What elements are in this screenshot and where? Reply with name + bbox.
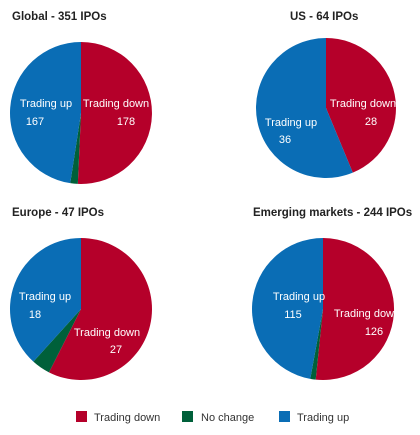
pie-slice-trading-up [251, 238, 323, 379]
legend-label-no-change: No change [201, 412, 254, 424]
legend-item-trading-down: Trading down [76, 411, 160, 424]
slice-label-trading-up: Trading up [20, 98, 72, 110]
slice-label-trading-down: Trading down [330, 98, 396, 110]
legend-item-no-change: No change [182, 411, 254, 424]
pie-panel-europe: Europe - 47 IPOs Trading down 27 Trading u… [9, 207, 152, 380]
slice-label-trading-down: Trading down [83, 98, 149, 110]
legend-item-trading-up: Trading up [279, 411, 349, 424]
legend-label-trading-up: Trading up [297, 412, 349, 424]
pie-slice-trading-up [255, 37, 353, 178]
pie-title-europe: Europe - 47 IPOs [12, 207, 104, 219]
pie-panel-emerging-markets: Emerging markets - 244 IPOs Trading down… [251, 207, 412, 381]
pie-title-us: US - 64 IPOs [290, 11, 358, 23]
slice-label-trading-down: Trading down [74, 327, 140, 339]
pie-slice-trading-down [315, 237, 395, 381]
pie-slice-no-change [70, 113, 81, 184]
slice-value-trading-up: 167 [26, 116, 44, 128]
pie-slice-trading-down [48, 238, 152, 380]
chart-legend: Trading down No change Trading up [76, 411, 349, 424]
pie-title-global: Global - 351 IPOs [12, 11, 107, 23]
slice-label-trading-down: Trading down [334, 308, 400, 320]
slice-value-trading-down: 28 [365, 116, 377, 128]
pie-slice-trading-up [9, 238, 81, 362]
slice-value-trading-down: 178 [117, 116, 135, 128]
slice-label-trading-up: Trading up [19, 291, 71, 303]
slice-value-trading-down: 27 [110, 344, 122, 356]
slice-label-trading-up: Trading up [265, 117, 317, 129]
legend-swatch-trading-up [279, 411, 290, 422]
pie-slice-no-change [310, 309, 323, 380]
pie-slice-trading-down [77, 42, 152, 184]
pie-slice-trading-down [326, 38, 396, 173]
pie-europe: Trading down 27 Trading up 18 [9, 238, 152, 380]
slice-value-trading-up: 36 [279, 134, 291, 146]
pie-slice-no-change [33, 309, 81, 373]
legend-label-trading-down: Trading down [94, 412, 160, 424]
legend-swatch-trading-down [76, 411, 87, 422]
slice-value-trading-up: 115 [284, 309, 302, 321]
pie-panel-us: US - 64 IPOs Trading down 28 Trading up 36 [255, 11, 396, 178]
pie-global: Trading down 178 Trading up 167 [9, 42, 152, 184]
slice-label-trading-up: Trading up [273, 291, 325, 303]
pie-slice-trading-up [9, 42, 81, 184]
slice-value-trading-down: 126 [365, 326, 383, 338]
pie-title-emerging-markets: Emerging markets - 244 IPOs [253, 207, 412, 219]
pie-panel-global: Global - 351 IPOs Trading down178Trading… [9, 11, 152, 184]
slice-value-trading-up: 18 [29, 309, 41, 321]
legend-swatch-no-change [182, 411, 193, 422]
pie-emerging-markets: Trading down 126 Trading up 115 [251, 237, 400, 381]
pie-us: Trading down 28 Trading up 36 [255, 37, 396, 178]
